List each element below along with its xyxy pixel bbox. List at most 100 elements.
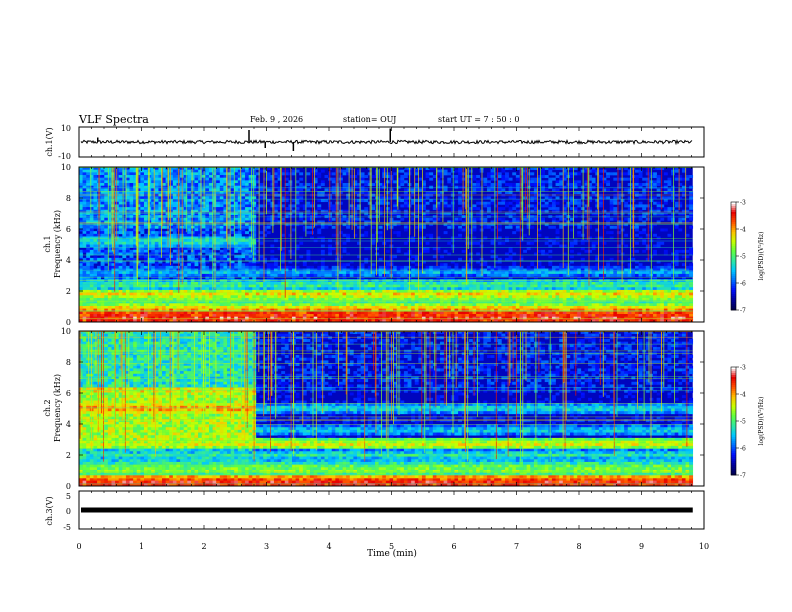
- spectrogram-1-cell: [310, 185, 314, 189]
- spectrogram-1-cell: [364, 305, 369, 309]
- spectrogram-1-cell: [353, 215, 358, 219]
- spectrogram-1-cell: [237, 303, 242, 307]
- spectrogram-1-cell: [252, 300, 257, 304]
- spectrogram-1-cell: [324, 305, 329, 309]
- spectrogram-1-cell: [259, 169, 264, 173]
- spectrogram-1-cell: [212, 169, 217, 173]
- spectrogram-1-cell: [118, 215, 123, 219]
- spectrogram-1-cell: [331, 308, 336, 312]
- spectrogram-1-cell: [418, 273, 423, 277]
- spectrogram-1-cell: [458, 289, 462, 293]
- spectrogram-1-cell: [194, 316, 199, 320]
- spectrogram-1-cell: [227, 204, 231, 208]
- spectrogram-1-cell: [248, 201, 253, 205]
- spectrogram-1-cell: [140, 303, 145, 307]
- spectrogram-1-cell: [371, 239, 376, 243]
- spectrogram-1-cell: [111, 252, 116, 256]
- spectrogram-1-cell: [183, 180, 188, 184]
- spectrogram-1-cell: [136, 220, 141, 224]
- spectrogram-1-cell: [245, 257, 249, 261]
- spectrogram-1-cell: [115, 247, 120, 251]
- spectrogram-1-cell: [468, 212, 473, 216]
- spectrogram-1-cell: [302, 263, 307, 267]
- spectrogram-1-cell: [133, 215, 138, 219]
- spectrogram-1-cell: [367, 295, 372, 299]
- spectrogram-1-cell: [227, 255, 231, 259]
- spectrogram-1-cell: [328, 284, 333, 288]
- spectrogram-1-cell: [154, 239, 159, 243]
- spectrogram-1-cell: [230, 292, 235, 296]
- spectrogram-1-cell: [216, 247, 221, 251]
- spectrogram-1-cell: [252, 265, 257, 269]
- spectrogram-1-cell: [328, 223, 333, 227]
- spectrogram-1-cell: [436, 249, 441, 253]
- spectrogram-1-cell: [198, 239, 203, 243]
- spectrogram-1-cell: [367, 297, 372, 301]
- spectrogram-1-cell: [259, 316, 264, 320]
- spectrogram-1-cell: [111, 223, 116, 227]
- spectrogram-1-cell: [331, 268, 336, 272]
- spectrogram-1-cell: [259, 284, 264, 288]
- spectrogram-1-cell: [118, 177, 123, 181]
- spectrogram-1-cell: [162, 247, 166, 251]
- spectrogram-1-cell: [259, 271, 264, 275]
- spectrogram-1-cell: [136, 207, 141, 211]
- spectrogram-1-cell: [89, 244, 94, 248]
- spectrogram-1-cell: [158, 295, 163, 299]
- spectrogram-1-cell: [403, 175, 408, 178]
- spectrogram-1-cell: [111, 316, 116, 320]
- spectrogram-1-cell: [277, 292, 282, 296]
- spectrogram-1-cell: [223, 188, 228, 192]
- spectrogram-1-cell: [263, 292, 268, 296]
- spectrogram-1-cell: [234, 220, 239, 224]
- spectrogram-1-cell: [288, 207, 293, 211]
- spectrogram-1-cell: [125, 177, 130, 181]
- spectrogram-1-cell: [252, 185, 257, 189]
- spectrogram-1-cell: [143, 209, 148, 213]
- spectrogram-1-cell: [414, 289, 419, 293]
- spectrogram-1-cell: [263, 305, 268, 309]
- spectrogram-1-cell: [111, 268, 116, 272]
- spectrogram-1-cell: [190, 201, 195, 205]
- spectrogram-1-cell: [338, 191, 343, 195]
- spectrogram-1-cell: [122, 284, 127, 288]
- spectrogram-1-cell: [125, 292, 130, 296]
- spectrogram-1-cell: [140, 228, 145, 232]
- spectrogram-1-cell: [208, 297, 213, 301]
- spectrogram-1-cell: [396, 313, 401, 317]
- spectrogram-1-cell: [331, 188, 336, 192]
- spectrogram-1-cell: [255, 281, 260, 285]
- spectrogram-1-cell: [458, 185, 462, 189]
- spectrogram-1-cell: [356, 191, 361, 195]
- spectrogram-1-cell: [266, 273, 271, 277]
- spectrogram-1-cell: [183, 297, 188, 301]
- spectrogram-1-cell: [252, 169, 257, 173]
- spectrogram-1-cell: [310, 204, 314, 208]
- spectrogram-1-cell: [118, 167, 123, 170]
- spectrogram-1-cell: [421, 273, 426, 277]
- spectrogram-1-cell: [476, 212, 481, 216]
- spectrogram-1-cell: [158, 249, 163, 253]
- spectrogram-1-cell: [82, 319, 87, 323]
- spectrogram-1-cell: [356, 169, 361, 173]
- spectrogram-1-cell: [436, 303, 441, 307]
- spectrogram-1-cell: [375, 287, 379, 291]
- spectrogram-1-cell: [353, 297, 358, 301]
- spectrogram-1-cell: [172, 217, 177, 221]
- spectrogram-1-cell: [86, 207, 91, 211]
- spectrogram-1-cell: [219, 273, 224, 277]
- spectrogram-1-cell: [79, 257, 83, 261]
- spectrogram-1-cell: [396, 292, 401, 296]
- spectrogram-1-cell: [342, 183, 347, 186]
- spectrogram-1-cell: [115, 319, 120, 323]
- spectrogram-1-cell: [273, 316, 278, 320]
- spectrogram-1-cell: [158, 271, 163, 275]
- spectrogram-1-cell: [216, 220, 221, 224]
- spectrogram-1-cell: [111, 169, 116, 173]
- spectrogram-1-cell: [252, 284, 257, 288]
- spectrogram-1-cell: [237, 207, 242, 211]
- spectrogram-1-cell: [208, 273, 213, 277]
- spectrogram-1-cell: [425, 212, 430, 216]
- spectrogram-1-cell: [273, 239, 278, 243]
- spectrogram-1-cell: [393, 297, 398, 301]
